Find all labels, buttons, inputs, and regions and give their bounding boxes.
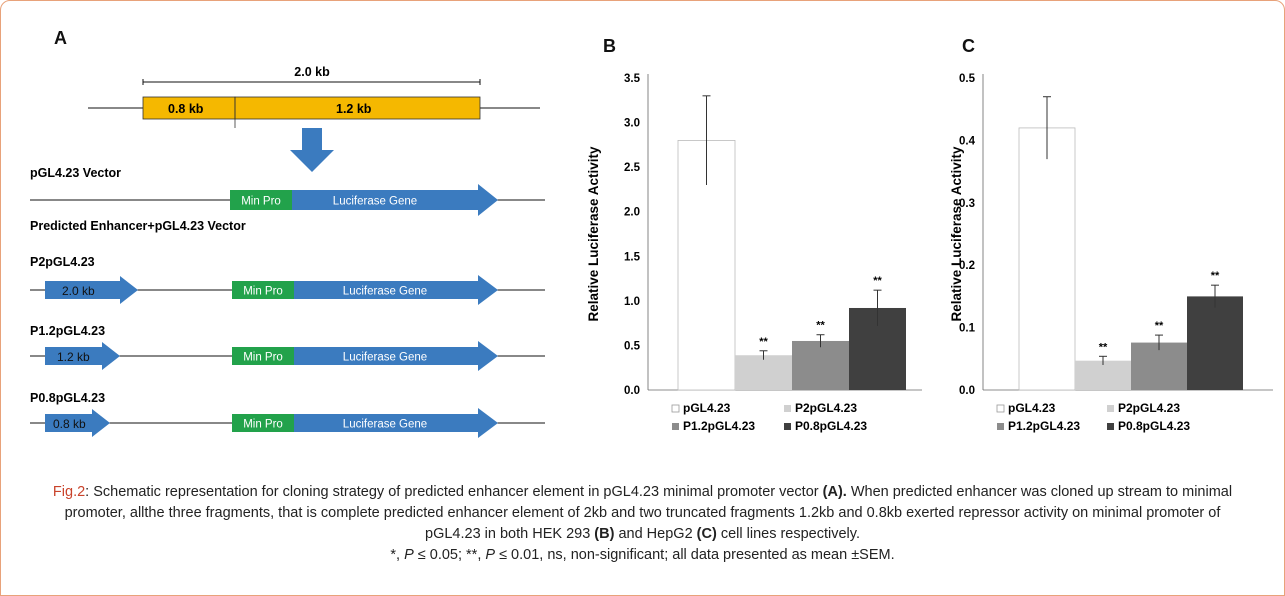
construct-3-fragment-arrow: [45, 409, 110, 437]
fragment-1.2kb-label: 1.2 kb: [336, 102, 372, 116]
caption-sig-3: ≤ 0.01, ns, non-significant; all data pr…: [495, 547, 895, 563]
enhancer-vector-title: Predicted Enhancer+pGL4.23 Vector: [30, 219, 246, 233]
chart-c-bar: [1187, 296, 1243, 390]
chart-c-legend-swatch: [996, 404, 1005, 413]
caption-fig-label: Fig.2: [52, 484, 86, 500]
chart-c-y-axis-label: Relative Luciferase Activity: [949, 146, 964, 322]
construct-2-name: P1.2pGL4.23: [30, 324, 105, 338]
construct-3-min-pro-label: Min Pro: [243, 419, 283, 431]
caption-sig-2: ≤ 0.05; **,: [413, 547, 486, 563]
caption-text-1: : Schematic representation for cloning s…: [85, 484, 823, 500]
chart-b-y-tick-label: 0.5: [624, 340, 641, 352]
caption-text-3: and HepG2: [614, 526, 697, 542]
chart-b-legend-swatch: [784, 423, 791, 430]
chart-c-legend-label: pGL4.23: [1008, 401, 1056, 415]
construct-1-luciferase-arrow: [232, 275, 498, 305]
caption-line-2: *, P ≤ 0.05; **, P ≤ 0.01, ns, non-signi…: [40, 545, 1245, 566]
schematic-panel: 2.0 kb 0.8 kb 1.2 kb pGL4.23 Vector Min …: [30, 65, 545, 438]
chart-b-y-tick-label: 0.0: [624, 385, 640, 397]
chart-b-legend-swatch: [672, 423, 679, 430]
chart-c-significance-label: **: [1211, 270, 1220, 282]
chart-b-legend-swatch: [671, 404, 680, 413]
chart-b-y-tick-label: 3.5: [624, 73, 641, 85]
chart-c-significance-label: **: [1099, 341, 1108, 353]
figure-caption: Fig.2: Schematic representation for clon…: [40, 482, 1245, 566]
fragment-0.8kb-label: 0.8 kb: [168, 102, 204, 116]
construct-2-luciferase-arrow: [232, 341, 498, 371]
chart-c-legend-label: P0.8pGL4.23: [1118, 419, 1190, 433]
chart-b-legend-label: P1.2pGL4.23: [683, 419, 755, 433]
chart-c-legend-label: P2pGL4.23: [1118, 401, 1180, 415]
caption-text-4: cell lines respectively.: [716, 526, 860, 542]
chart-b-y-tick-label: 3.0: [624, 118, 640, 130]
panel-b-letter: B: [603, 36, 616, 56]
vector-luciferase-arrow: [230, 184, 498, 216]
chart-b-y-tick-label: 1.0: [624, 296, 640, 308]
chart-b-bar: [792, 340, 849, 390]
chart-c-legend-label: P1.2pGL4.23: [1008, 419, 1080, 433]
chart-b: Relative Luciferase Activity 0.0 0.5 1.0 1.5…: [586, 73, 922, 433]
panel-a-letter: A: [54, 28, 67, 48]
construct-3-name: P0.8pGL4.23: [30, 391, 105, 405]
chart-b-legend-swatch: [784, 405, 791, 412]
vector-min-pro-box: [230, 190, 292, 210]
construct-1-min-pro-box: [232, 281, 294, 299]
construct-1-name: P2pGL4.23: [30, 255, 95, 269]
chart-c-y-tick-label: 0.5: [959, 73, 976, 85]
vector-gene-label: Luciferase Gene: [333, 196, 417, 208]
chart-c-bar: [1018, 127, 1076, 391]
caption-p-1: P: [404, 547, 414, 563]
total-length-label: 2.0 kb: [294, 65, 330, 79]
chart-b-significance-label: **: [759, 336, 768, 348]
chart-c-y-tick-label: 0.4: [959, 135, 976, 147]
vector-min-pro-label: Min Pro: [241, 196, 281, 208]
caption-panel-b: (B): [594, 526, 615, 542]
construct-1-fragment-label: 2.0 kb: [62, 284, 95, 298]
chart-b-significance-label: **: [873, 275, 882, 287]
chart-c-bar: [1131, 342, 1187, 390]
construct-1-min-pro-label: Min Pro: [243, 286, 283, 298]
construct-3-fragment-label: 0.8 kb: [53, 417, 86, 431]
caption-sig-1: *,: [390, 547, 405, 563]
chart-b-legend-label: pGL4.23: [683, 401, 731, 415]
construct-2-fragment-arrow: [45, 342, 120, 370]
vector-title: pGL4.23 Vector: [30, 166, 121, 180]
panel-c-letter: C: [962, 36, 975, 56]
chart-c-y-tick-label: 0.2: [959, 260, 975, 272]
construct-1-gene-label: Luciferase Gene: [343, 286, 427, 298]
chart-b-y-tick-label: 2.5: [624, 162, 641, 174]
chart-b-legend-label: P2pGL4.23: [795, 401, 857, 415]
construct-3-min-pro-box: [232, 414, 294, 432]
chart-c-y-tick-label: 0.0: [959, 385, 975, 397]
caption-line-1: Fig.2: Schematic representation for clon…: [40, 482, 1245, 545]
construct-2-min-pro-box: [232, 347, 294, 365]
chart-b-y-tick-label: 2.0: [624, 207, 640, 219]
construct-2-gene-label: Luciferase Gene: [343, 352, 427, 364]
chart-c: Relative Luciferase Activity 0.0 0.1 0.2 0.3…: [949, 73, 1273, 433]
chart-c-legend-swatch: [1107, 405, 1114, 412]
chart-b-legend-label: P0.8pGL4.23: [795, 419, 867, 433]
chart-c-bar: [1075, 360, 1131, 390]
caption-panel-c: (C): [696, 526, 717, 542]
caption-p-2: P: [485, 547, 496, 563]
caption-text-2: When predicted enhancer was cloned up st…: [64, 484, 1233, 542]
chart-c-y-tick-label: 0.1: [959, 323, 976, 335]
chart-c-legend-swatch: [1107, 423, 1114, 430]
chart-b-significance-label: **: [816, 320, 825, 332]
caption-panel-a: (A).: [822, 484, 847, 500]
chart-b-bar: [735, 355, 792, 390]
chart-b-y-tick-label: 1.5: [624, 251, 641, 263]
chart-c-legend-swatch: [997, 423, 1004, 430]
chart-c-significance-label: **: [1155, 320, 1164, 332]
chart-c-y-tick-label: 0.3: [959, 198, 975, 210]
construct-1-fragment-arrow: [45, 276, 138, 304]
chart-b-y-axis-label: Relative Luciferase Activity: [586, 146, 601, 322]
construct-3-luciferase-arrow: [232, 408, 498, 438]
down-arrow-icon: [290, 128, 334, 172]
construct-2-min-pro-label: Min Pro: [243, 352, 283, 364]
construct-3-gene-label: Luciferase Gene: [343, 419, 427, 431]
construct-2-fragment-label: 1.2 kb: [57, 350, 90, 364]
